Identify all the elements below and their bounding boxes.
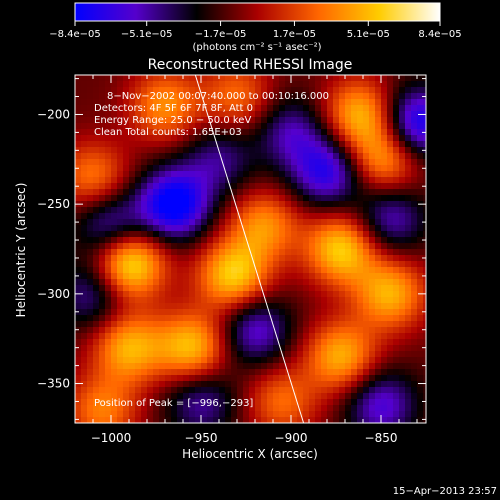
y-tick-label: −350: [37, 377, 70, 391]
colorbar-units-label: (photons cm⁻² s⁻¹ asec⁻²): [192, 42, 321, 53]
x-tick-label: −850: [365, 431, 398, 445]
annotation-line: Detectors: 4F 5F 6F 7F 8F, Att 0: [94, 103, 253, 114]
colorbar-tick-label: 1.7e−05: [273, 29, 316, 40]
footer-timestamp: 15−Apr−2013 23:57: [393, 486, 497, 497]
solar-limb-line: [194, 75, 305, 423]
y-axis-ticks: −200 −250 −300 −350: [37, 78, 426, 420]
colorbar-tick-label: −5.1e−05: [121, 29, 173, 40]
annotation-line: Clean Total counts: 1.65E+03: [94, 127, 242, 138]
colorbar-ticks: −8.4e−05 −5.1e−05 −1.7e−05 1.7e−05 5.1e−05 8.…: [49, 21, 462, 40]
y-tick-label: −200: [37, 107, 70, 121]
colorbar-tick-label: −8.4e−05: [49, 29, 101, 40]
colorbar: [74, 2, 441, 22]
plot-frame: [74, 74, 427, 424]
annotation-block: 8−Nov−2002 00:07:40.000 to 00:10:16.000D…: [94, 91, 329, 138]
colorbar-tick-label: 5.1e−05: [347, 29, 390, 40]
x-tick-label: −950: [185, 431, 218, 445]
colorbar-tick-label: −1.7e−05: [195, 29, 247, 40]
colorbar-tick-label: 8.4e−05: [418, 29, 461, 40]
x-axis-label: Heliocentric X (arcsec): [182, 447, 318, 461]
annotation-line: Energy Range: 25.0 − 50.0 keV: [94, 115, 251, 126]
annotation-line: 8−Nov−2002 00:07:40.000 to 00:10:16.000: [107, 91, 329, 102]
y-tick-label: −250: [37, 197, 70, 211]
x-axis-ticks: −1000 −950 −900 −850: [91, 75, 418, 445]
peak-position-label: Position of Peak = [−996,−293]: [94, 398, 253, 409]
y-tick-label: −300: [37, 287, 70, 301]
chart-title: Reconstructed RHESSI Image: [148, 57, 353, 73]
x-tick-label: −900: [275, 431, 308, 445]
x-tick-label: −1000: [91, 431, 132, 445]
y-axis-label: Heliocentric Y (arcsec): [14, 183, 28, 318]
heatmap-image: [75, 75, 426, 423]
